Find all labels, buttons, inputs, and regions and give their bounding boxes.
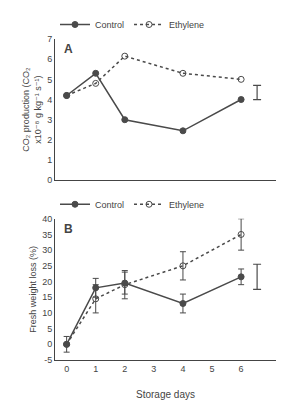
svg-text:Storage days: Storage days [136, 389, 195, 400]
svg-text:0: 0 [47, 339, 52, 349]
svg-text:A: A [64, 42, 73, 56]
svg-text:2: 2 [47, 135, 52, 145]
svg-text:-5: -5 [44, 355, 52, 365]
svg-text:40: 40 [42, 214, 52, 224]
svg-text:4: 4 [180, 364, 185, 374]
svg-text:35: 35 [42, 230, 52, 240]
svg-text:25: 25 [42, 261, 52, 271]
svg-text:Ethylene: Ethylene [169, 200, 204, 210]
svg-text:0: 0 [64, 364, 69, 374]
svg-text:10: 10 [42, 308, 52, 318]
svg-text:CO₂ production (CO₂x10⁻⁸ g kg⁻: CO₂ production (CO₂x10⁻⁸ g kg⁻¹ s⁻¹) [21, 67, 43, 152]
svg-text:0: 0 [47, 175, 52, 185]
svg-text:4: 4 [47, 95, 52, 105]
svg-text:1: 1 [47, 155, 52, 165]
svg-text:5: 5 [47, 75, 52, 85]
svg-text:5: 5 [210, 364, 215, 374]
svg-text:6: 6 [239, 364, 244, 374]
svg-text:2: 2 [122, 364, 127, 374]
svg-text:20: 20 [42, 277, 52, 287]
svg-text:Control: Control [95, 200, 124, 210]
svg-text:7: 7 [47, 34, 52, 44]
svg-text:B: B [64, 222, 73, 236]
svg-text:5: 5 [47, 324, 52, 334]
svg-text:6: 6 [47, 54, 52, 64]
svg-text:1: 1 [93, 364, 98, 374]
svg-text:3: 3 [151, 364, 156, 374]
svg-text:30: 30 [42, 245, 52, 255]
svg-text:3: 3 [47, 115, 52, 125]
svg-text:Ethylene: Ethylene [169, 20, 204, 30]
svg-text:15: 15 [42, 292, 52, 302]
svg-text:Control: Control [95, 20, 124, 30]
svg-text:Fresh weight loss (%): Fresh weight loss (%) [28, 246, 38, 333]
